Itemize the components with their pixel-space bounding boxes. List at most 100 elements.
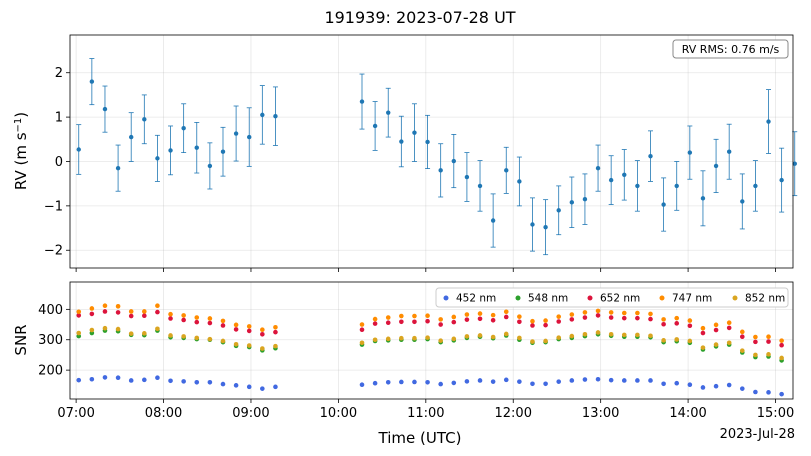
- rv-point: [543, 199, 549, 256]
- snr-point: [76, 377, 82, 383]
- snr-point: [648, 311, 653, 317]
- snr-point: [477, 316, 483, 322]
- snr-point: [115, 375, 121, 381]
- snr-y-tick-label: 200: [38, 364, 63, 379]
- snr-point: [766, 390, 771, 395]
- x-tick-label: 14:00: [669, 406, 706, 421]
- x-tick-label: 15:00: [757, 406, 794, 421]
- rv-point: [752, 160, 758, 212]
- x-tick-label: 12:00: [495, 406, 532, 421]
- snr-point: [168, 311, 173, 317]
- snr-point: [779, 355, 784, 361]
- snr-point: [700, 325, 706, 331]
- snr-point: [503, 331, 509, 337]
- snr-point: [635, 310, 640, 316]
- snr-point: [595, 313, 601, 318]
- snr-point: [477, 378, 483, 383]
- snr-point: [102, 325, 108, 331]
- snr-point: [233, 341, 239, 347]
- rv-point: [490, 193, 496, 248]
- snr-point: [556, 314, 562, 319]
- snr-point: [608, 310, 614, 315]
- snr-point: [168, 378, 173, 384]
- snr-point: [687, 338, 693, 344]
- snr-point: [661, 338, 666, 343]
- snr-y-tick-label: 400: [38, 303, 63, 318]
- snr-point: [260, 386, 265, 391]
- snr-point: [438, 381, 443, 387]
- snr-point: [102, 309, 108, 314]
- snr-point: [726, 320, 732, 326]
- snr-point: [582, 377, 588, 382]
- rv-point: [259, 85, 265, 145]
- snr-point: [726, 325, 732, 331]
- legend-marker: [587, 295, 593, 301]
- snr-y-axis-label: SNR: [12, 324, 30, 355]
- snr-point: [517, 379, 522, 384]
- legend-item: 452 nm: [443, 293, 496, 305]
- snr-series-747-nm: [76, 303, 784, 343]
- rv-y-tick-label: 0: [55, 155, 63, 170]
- rv-grid: [70, 35, 793, 268]
- snr-point: [621, 310, 627, 316]
- rv-point: [451, 134, 457, 189]
- legend-marker: [732, 295, 738, 301]
- snr-point: [530, 318, 535, 324]
- rv-panel: −2 −1 0 1 2 RV (m s−1) RV RMS: 0.76 m/s: [12, 34, 798, 272]
- snr-point: [89, 376, 95, 382]
- snr-point: [194, 319, 200, 325]
- snr-point: [648, 316, 653, 322]
- snr-point: [530, 323, 535, 328]
- rv-y-tick-label: 2: [55, 66, 63, 81]
- rv-point: [359, 73, 365, 130]
- snr-axes-frame: [69, 281, 794, 400]
- rv-point: [194, 122, 200, 174]
- x-tick-label: 07:00: [57, 406, 94, 421]
- snr-axis-ticks: 07:00 08:00 09:00 10:00 11:00 12:00 13:00 14:00…: [38, 303, 794, 421]
- snr-point: [713, 342, 719, 347]
- snr-point: [517, 335, 522, 341]
- legend-label: 852 nm: [745, 293, 785, 305]
- legend-item: 852 nm: [732, 293, 785, 305]
- rv-point: [687, 125, 693, 180]
- snr-point: [372, 321, 378, 326]
- rms-annotation-box: RV RMS: 0.76 m/s: [672, 39, 789, 59]
- snr-point: [569, 312, 575, 317]
- snr-point: [412, 319, 417, 325]
- snr-point: [142, 313, 147, 319]
- snr-point: [207, 320, 213, 326]
- snr-point: [753, 334, 758, 340]
- rv-point: [582, 173, 588, 225]
- snr-series-548-nm: [76, 328, 784, 363]
- snr-point: [246, 324, 252, 329]
- snr-point: [359, 382, 365, 388]
- snr-point: [246, 384, 252, 390]
- legend-marker: [515, 295, 521, 301]
- snr-point: [220, 318, 226, 324]
- snr-point: [128, 378, 134, 383]
- snr-point: [260, 331, 265, 337]
- snr-point: [713, 383, 719, 389]
- snr-point: [621, 332, 627, 338]
- rv-point: [411, 103, 417, 162]
- legend-label: 548 nm: [528, 293, 568, 305]
- snr-point: [220, 323, 226, 328]
- snr-point: [530, 381, 535, 387]
- rv-point: [385, 87, 391, 138]
- snr-point: [477, 333, 483, 338]
- snr-point: [490, 334, 496, 340]
- snr-point: [621, 378, 627, 383]
- snr-point: [194, 379, 200, 385]
- rv-point: [595, 144, 601, 192]
- snr-point: [608, 315, 614, 320]
- legend-marker: [659, 295, 665, 301]
- rv-axes-frame: [69, 34, 794, 269]
- snr-point: [359, 322, 365, 327]
- snr-point: [556, 335, 562, 340]
- snr-point: [543, 381, 548, 387]
- snr-point: [260, 327, 265, 333]
- snr-point: [739, 334, 745, 340]
- legend-frame: [435, 287, 789, 308]
- snr-point: [194, 335, 200, 341]
